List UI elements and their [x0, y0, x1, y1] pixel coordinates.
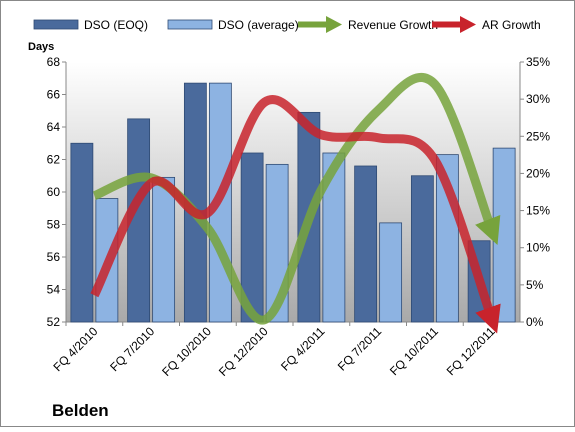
bar [240, 152, 264, 323]
y-tick-label: 68 [47, 55, 61, 69]
legend-label: DSO (EOQ) [84, 18, 148, 32]
y2-tick-label: 25% [526, 129, 550, 143]
legend-label: DSO (average) [218, 18, 299, 32]
y2-tick-label: 20% [526, 166, 550, 180]
legend-swatch [33, 19, 79, 30]
bar [322, 152, 346, 323]
y-tick-label: 62 [47, 153, 61, 167]
bar [379, 222, 403, 323]
legend-label: AR Growth [482, 18, 541, 32]
y2-tick-label: 10% [526, 241, 550, 255]
y2-tick-label: 30% [526, 92, 550, 106]
bar [354, 165, 378, 323]
y-tick-label: 52 [47, 315, 61, 329]
y-tick-label: 58 [47, 218, 61, 232]
bar [492, 147, 516, 323]
bar [70, 142, 94, 323]
y2-tick-label: 0% [526, 315, 544, 329]
legend-swatch-head [460, 16, 476, 33]
y-tick-label: 66 [47, 88, 61, 102]
y2-tick-label: 5% [526, 278, 544, 292]
legend-swatch [167, 19, 213, 30]
y2-tick-label: 15% [526, 204, 550, 218]
legend-swatch-head [326, 16, 342, 33]
y-axis-label: Days [28, 41, 54, 53]
chart-title: Belden [52, 401, 109, 420]
y-tick-label: 64 [47, 120, 61, 134]
y-tick-label: 56 [47, 250, 61, 264]
y-tick-label: 54 [47, 283, 61, 297]
legend-label: Revenue Growth [348, 18, 438, 32]
bar [152, 176, 176, 323]
y-tick-label: 60 [47, 185, 61, 199]
y2-tick-label: 35% [526, 55, 550, 69]
bar [410, 175, 434, 323]
line [90, 95, 501, 334]
